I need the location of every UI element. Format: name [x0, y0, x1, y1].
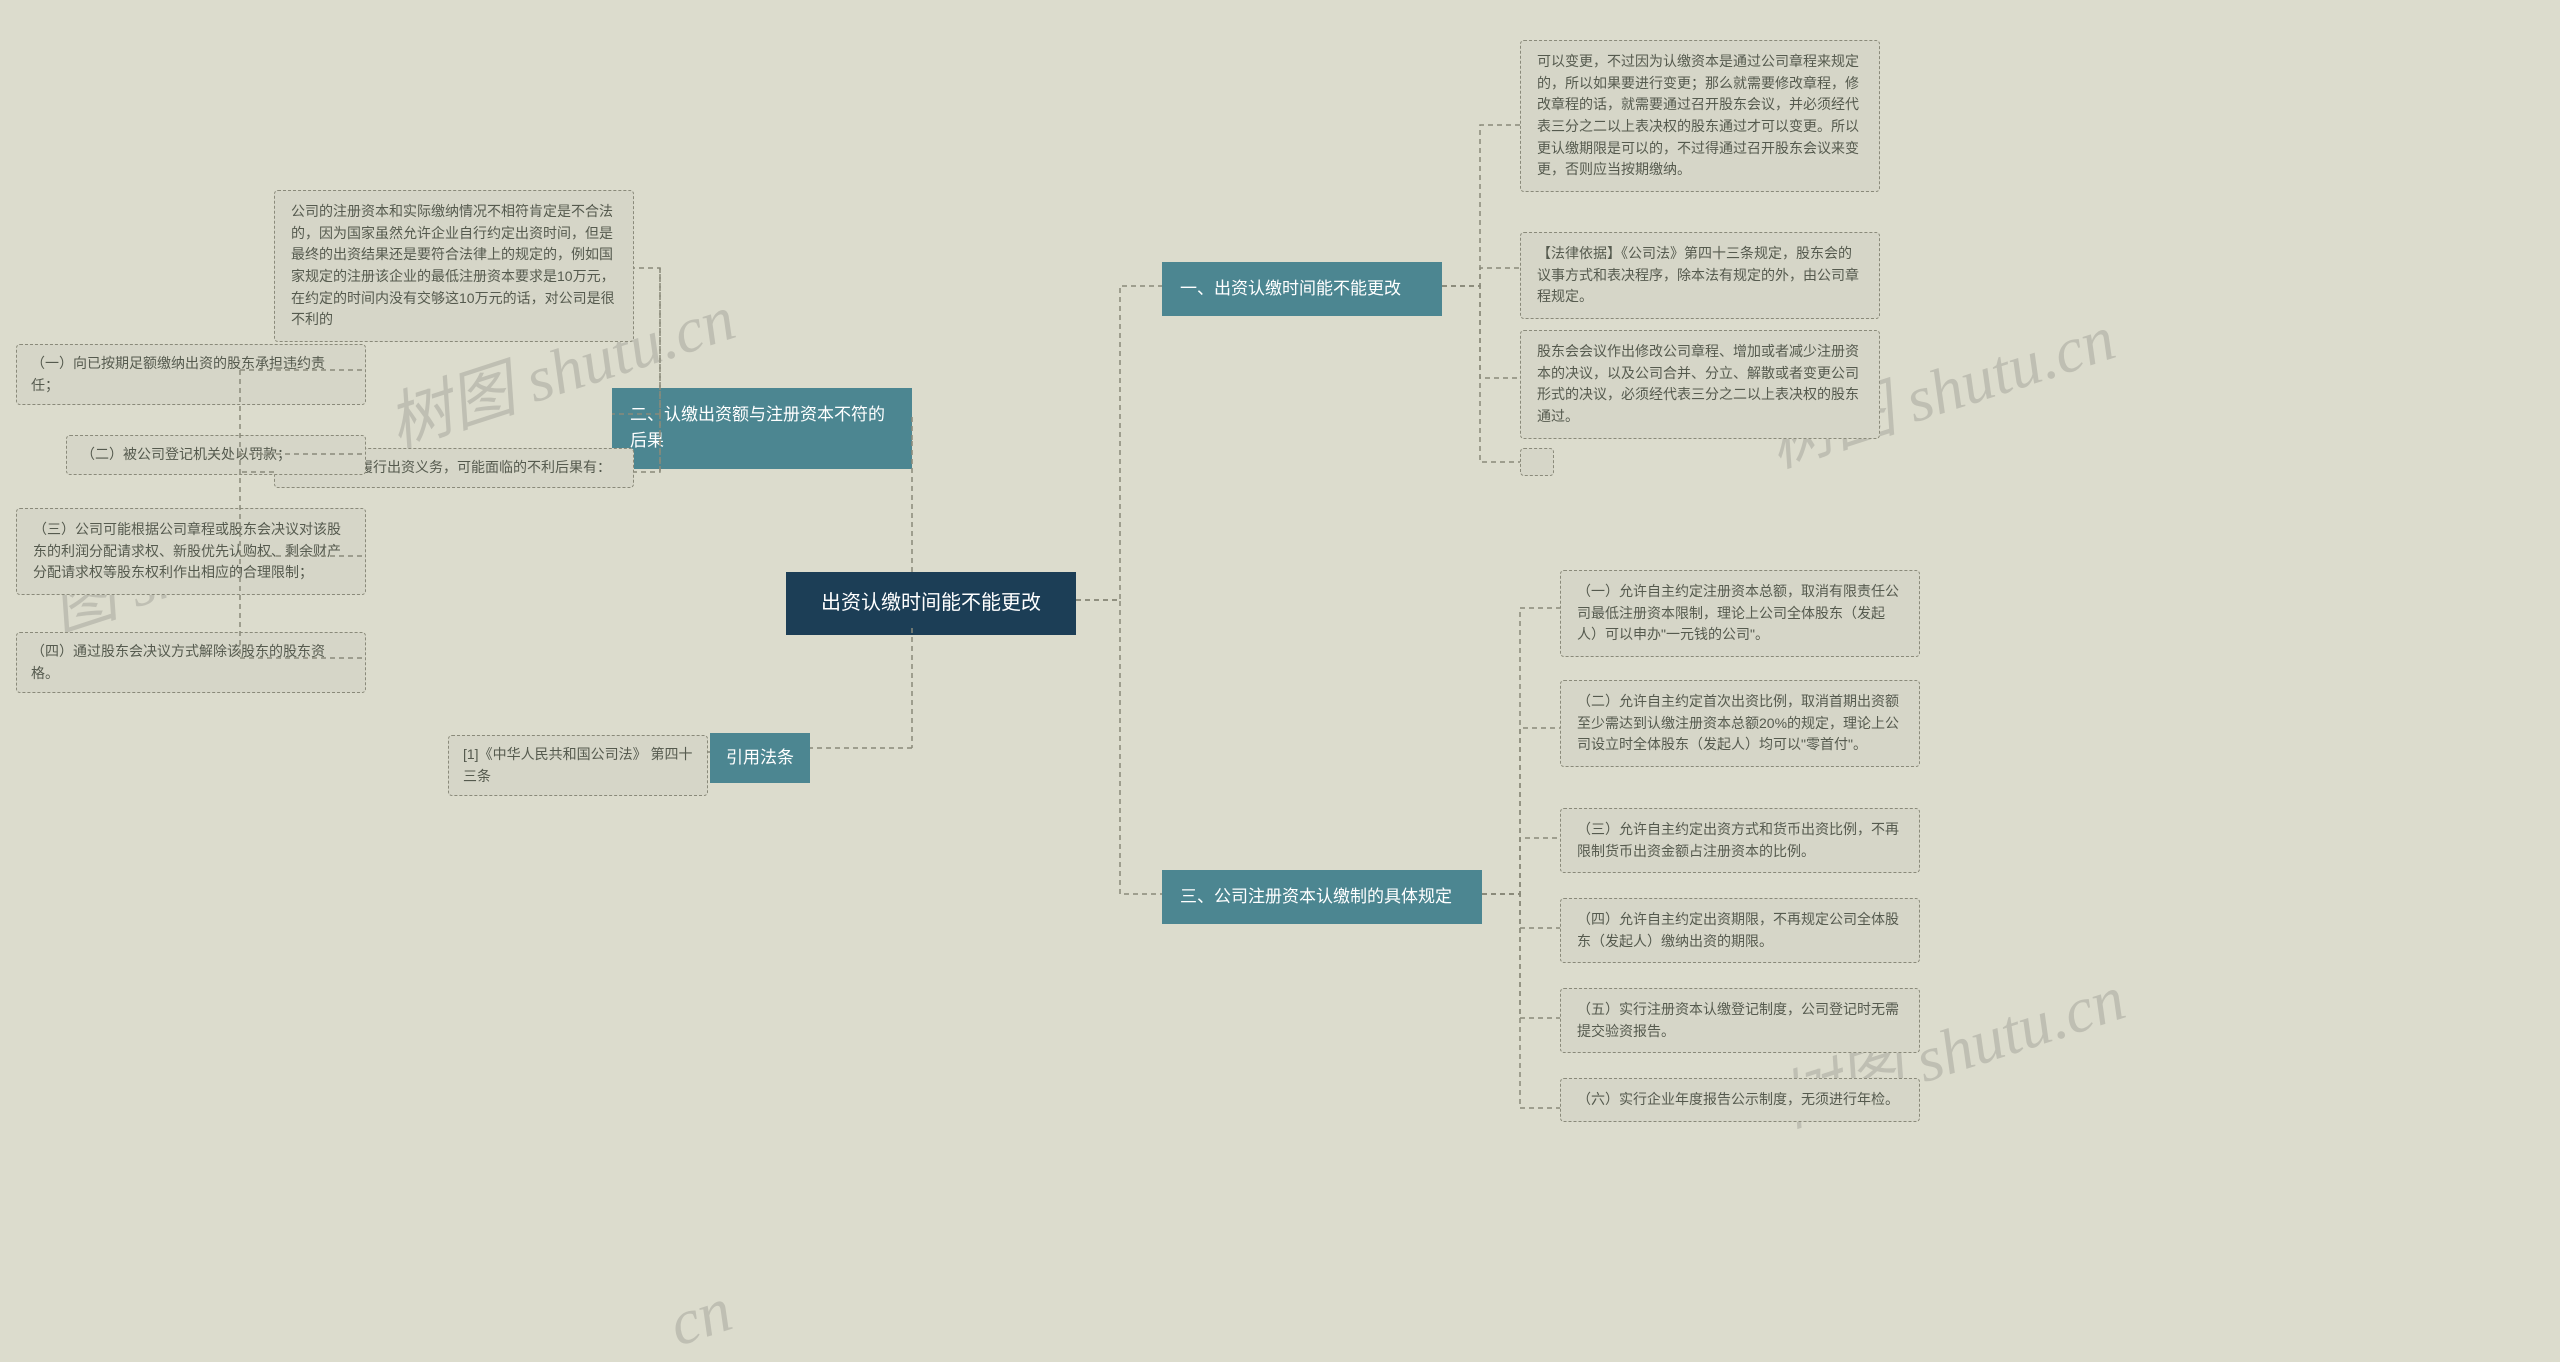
leaf-r1b: 【法律依据】《公司法》第四十三条规定，股东会的议事方式和表决程序，除本法有规定的…	[1520, 232, 1880, 319]
leaf-lrefa: [1]《中华人民共和国公司法》 第四十三条	[448, 735, 708, 796]
branch-r1: 一、出资认缴时间能不能更改	[1162, 262, 1442, 316]
leaf-l2a: 公司的注册资本和实际缴纳情况不相符肯定是不合法的，因为国家虽然允许企业自行约定出…	[274, 190, 634, 342]
watermark: cn	[660, 1272, 740, 1361]
leaf-l2b1: （一）向已按期足额缴纳出资的股东承担违约责任；	[16, 344, 366, 405]
leaf-r3d: （四）允许自主约定出资期限，不再规定公司全体股东（发起人）缴纳出资的期限。	[1560, 898, 1920, 963]
root-node: 出资认缴时间能不能更改	[786, 572, 1076, 635]
leaf-l2b4: （四）通过股东会决议方式解除该股东的股东资格。	[16, 632, 366, 693]
branch-l2: 二、认缴出资额与注册资本不符的后果	[612, 388, 912, 469]
leaf-r1-empty	[1520, 448, 1554, 476]
leaf-r3b: （二）允许自主约定首次出资比例，取消首期出资额至少需达到认缴注册资本总额20%的…	[1560, 680, 1920, 767]
leaf-r3a: （一）允许自主约定注册资本总额，取消有限责任公司最低注册资本限制，理论上公司全体…	[1560, 570, 1920, 657]
leaf-r3f: （六）实行企业年度报告公示制度，无须进行年检。	[1560, 1078, 1920, 1122]
leaf-l2b3: （三）公司可能根据公司章程或股东会决议对该股东的利润分配请求权、新股优先认购权、…	[16, 508, 366, 595]
branch-lref: 引用法条	[710, 733, 810, 783]
leaf-r1a: 可以变更，不过因为认缴资本是通过公司章程来规定的，所以如果要进行变更；那么就需要…	[1520, 40, 1880, 192]
leaf-l2b2: （二）被公司登记机关处以罚款；	[66, 435, 366, 475]
branch-r3: 三、公司注册资本认缴制的具体规定	[1162, 870, 1482, 924]
leaf-r1c: 股东会会议作出修改公司章程、增加或者减少注册资本的决议，以及公司合并、分立、解散…	[1520, 330, 1880, 439]
leaf-r3e: （五）实行注册资本认缴登记制度，公司登记时无需提交验资报告。	[1560, 988, 1920, 1053]
leaf-r3c: （三）允许自主约定出资方式和货币出资比例，不再限制货币出资金额占注册资本的比例。	[1560, 808, 1920, 873]
